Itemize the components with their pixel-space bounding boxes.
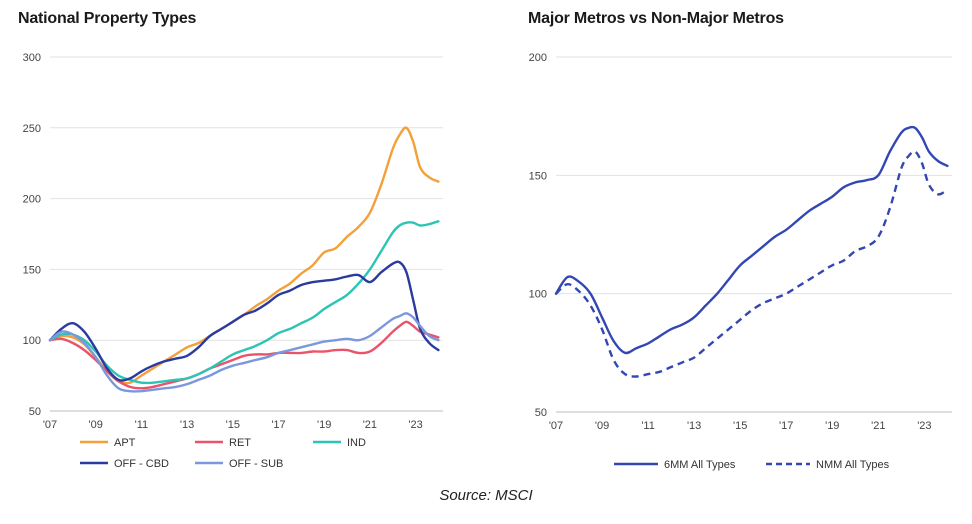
left-legend-label: APT (114, 437, 136, 449)
right-x-tick-label: '21 (871, 420, 885, 432)
right-series-line-1 (555, 150, 949, 378)
left-y-tick-label: 150 (23, 264, 41, 276)
left-legend-label: OFF - SUB (229, 458, 283, 470)
right-x-tick-label: '07 (549, 420, 563, 432)
left-legend-label: RET (229, 437, 251, 449)
source-note: Source: MSCI (439, 487, 533, 504)
left-x-tick-label: '17 (271, 419, 285, 431)
right-series-line-0 (554, 125, 949, 355)
right-chart: 50 100 150 200 '07 '09 '11 '13 '15 '17 '19 '21 '23 6M… (529, 52, 952, 471)
right-x-tick-label: '13 (687, 420, 701, 432)
left-y-tick-label: 50 (29, 406, 41, 418)
right-x-tick-label: '19 (825, 420, 839, 432)
right-y-tick-label: 200 (529, 52, 547, 64)
right-y-tick-label: 50 (535, 407, 547, 419)
left-y-tick-label: 100 (23, 335, 41, 347)
right-x-tick-label: '17 (779, 420, 793, 432)
left-x-tick-label: '07 (43, 419, 57, 431)
left-x-tick-label: '09 (89, 419, 103, 431)
right-x-tick-label: '23 (917, 420, 931, 432)
left-x-tick-label: '19 (317, 419, 331, 431)
right-y-tick-label: 100 (529, 289, 547, 301)
left-legend-label: OFF - CBD (114, 458, 169, 470)
left-x-tick-label: '21 (363, 419, 377, 431)
left-y-tick-label: 250 (23, 123, 41, 135)
left-chart: 50 100 150 200 250 300 '07 '09 '11 '13 '15 '17 '19 '2… (23, 52, 443, 470)
left-x-tick-label: '11 (135, 419, 149, 431)
left-y-tick-label: 200 (23, 194, 41, 206)
left-y-tick-label: 300 (23, 52, 41, 64)
right-chart-title: Major Metros vs Non-Major Metros (528, 10, 784, 27)
left-x-tick-label: '15 (226, 419, 240, 431)
right-x-tick-label: '15 (733, 420, 747, 432)
right-legend-label: NMM All Types (816, 459, 890, 471)
left-chart-title: National Property Types (18, 10, 197, 27)
left-series-line-1 (48, 320, 440, 390)
left-series-line-3 (48, 260, 440, 382)
left-x-tick-label: '23 (408, 419, 422, 431)
left-legend-label: IND (347, 437, 366, 449)
left-series-line-4 (48, 312, 440, 393)
right-x-tick-label: '11 (641, 420, 655, 432)
right-legend-label: 6MM All Types (664, 459, 736, 471)
left-series-line-2 (48, 220, 440, 385)
right-y-tick-label: 150 (529, 170, 547, 182)
right-x-tick-label: '09 (595, 420, 609, 432)
left-x-tick-label: '13 (180, 419, 194, 431)
